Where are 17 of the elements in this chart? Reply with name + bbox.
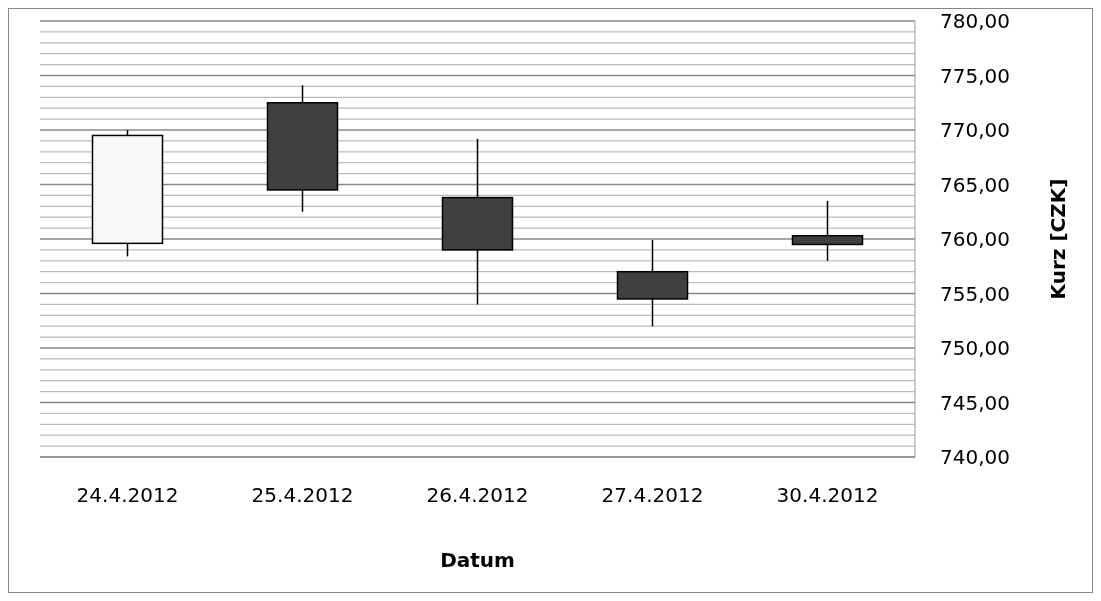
x-tick-label: 25.4.2012	[251, 483, 354, 507]
y-tick-label: 765,00	[940, 172, 1010, 197]
y-tick-label: 750,00	[940, 336, 1010, 360]
y-axis-title: Kurz [CZK]	[1046, 178, 1070, 300]
y-tick-label: 770,00	[940, 118, 1010, 142]
x-tick-label: 27.4.2012	[601, 483, 704, 507]
x-axis-title: Datum	[440, 548, 515, 572]
y-tick-label: 740,00	[940, 445, 1010, 469]
y-tick-label: 745,00	[940, 390, 1010, 415]
x-tick-label: 26.4.2012	[426, 483, 529, 507]
candlestick	[791, 200, 864, 262]
y-tick-label: 755,00	[940, 281, 1010, 306]
y-tick-label: 760,00	[940, 227, 1010, 251]
y-tick-label: 775,00	[940, 63, 1010, 88]
x-tick-label: 24.4.2012	[76, 483, 179, 507]
x-tick-label: 30.4.2012	[776, 483, 879, 507]
y-tick-label: 780,00	[940, 9, 1010, 33]
